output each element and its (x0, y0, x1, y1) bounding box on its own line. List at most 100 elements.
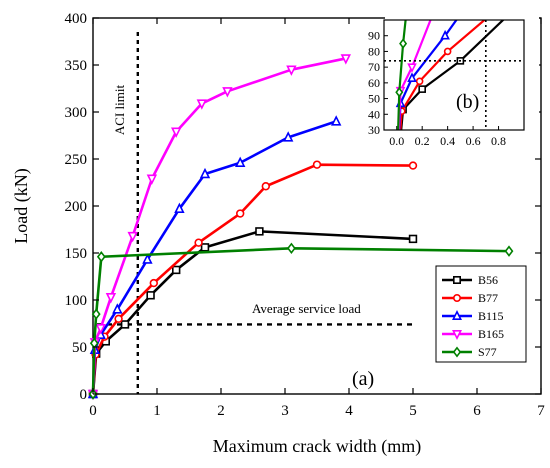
inset-x-tick-label: 0.8 (491, 134, 506, 148)
x-tick-label: 4 (345, 403, 353, 419)
main-series-group (87, 54, 514, 401)
y-tick-label: 200 (65, 199, 88, 215)
legend-swatch-marker (452, 329, 462, 340)
data-point-b56 (172, 265, 181, 275)
legend-item-b115: B115 (442, 309, 504, 323)
inset-data-point-b115 (440, 29, 450, 40)
legend-item-b77: B77 (442, 291, 498, 305)
data-point-b115 (199, 167, 211, 179)
legend-item-b56: B56 (442, 273, 498, 287)
y-tick-label: 350 (65, 58, 88, 74)
inset-data-point-b77 (443, 47, 452, 56)
inset-data-point-b56 (418, 85, 426, 93)
inset-reference-lines (384, 20, 524, 130)
data-point-b115 (331, 115, 342, 126)
inset-y-tick-label: 40 (368, 107, 380, 121)
data-point-b77 (408, 161, 418, 170)
inset-data-point-b77 (415, 77, 424, 86)
legend-box (435, 265, 527, 363)
inset-y-tick-label: 70 (368, 60, 380, 74)
inset-series-line-b115 (398, 20, 458, 130)
inset-x-tick-label: 0.2 (415, 134, 430, 148)
data-point-b77 (114, 314, 123, 323)
data-point-b115 (112, 303, 123, 314)
data-point-b165 (196, 99, 207, 110)
x-tick-label: 5 (409, 403, 417, 419)
y-tick-label: 250 (65, 152, 88, 168)
data-point-b77 (312, 160, 322, 169)
series-line-b77 (91, 163, 414, 395)
data-point-b165 (127, 231, 138, 243)
legend-swatch-marker (452, 310, 462, 321)
data-point-b115 (283, 131, 294, 142)
inset-y-tick-label: 80 (368, 44, 380, 58)
data-point-b115 (174, 202, 185, 214)
legend-item-s77: S77 (442, 345, 497, 359)
panel-a-label: (a) (352, 368, 374, 390)
inset-series-s77 (395, 20, 408, 130)
series-line-b115 (91, 120, 337, 395)
data-point-b77 (261, 182, 270, 191)
legend-label: B56 (478, 273, 498, 287)
y-tick-label: 100 (65, 293, 88, 309)
series-b115 (87, 115, 342, 399)
inset-x-tick-label: 0.0 (389, 134, 404, 148)
data-point-b56 (200, 243, 210, 252)
y-tick-label: 150 (65, 246, 88, 262)
inset-y-tick-label: 30 (368, 123, 380, 137)
series-line-s77 (91, 247, 510, 395)
y-tick-label: 400 (65, 11, 88, 27)
y-tick-label: 0 (80, 387, 88, 403)
data-point-s77 (89, 337, 99, 349)
data-point-s77 (286, 242, 296, 255)
inset-data-point-s77 (395, 86, 404, 98)
inset-data-point-b115 (407, 72, 417, 82)
inset-y-tick-label: 90 (368, 29, 380, 43)
legend-label: S77 (478, 345, 497, 359)
inset-series-line-b165 (397, 20, 432, 130)
x-tick-label: 0 (89, 403, 97, 419)
series-line-b165 (91, 57, 347, 395)
inset-data-point-b165 (407, 63, 417, 73)
x-tick-label: 7 (537, 403, 545, 419)
data-point-b165 (171, 127, 182, 138)
reference-lines (97, 32, 417, 394)
data-point-b56 (146, 291, 155, 300)
data-point-b115 (235, 156, 246, 167)
data-point-b165 (95, 323, 106, 335)
legend-label: B165 (478, 327, 504, 341)
inset-series-line-b77 (399, 20, 487, 130)
data-point-b165 (146, 174, 158, 185)
inset-x-tick-label: 0.6 (466, 134, 481, 148)
inset-series-line-s77 (397, 20, 407, 130)
aci-limit-label: ACI limit (112, 85, 127, 136)
data-point-b56 (255, 227, 264, 236)
data-point-b56 (120, 320, 130, 329)
x-tick-label: 3 (281, 403, 289, 419)
y-tick-label: 50 (72, 340, 87, 356)
y-axis-title: Load (kN) (11, 168, 32, 243)
legend: B56 B77 B115 B165 S77 (435, 265, 527, 363)
legend-swatch-marker (452, 293, 461, 302)
inset-y-tick-label: 50 (368, 92, 380, 106)
data-point-b165 (340, 54, 351, 65)
legend-swatch-marker (452, 275, 461, 284)
data-point-s77 (504, 245, 514, 257)
x-tick-label: 1 (153, 403, 161, 419)
data-point-b56 (408, 234, 418, 244)
legend-item-b165: B165 (442, 327, 504, 341)
data-point-b115 (142, 253, 153, 264)
data-point-s77 (96, 251, 106, 263)
data-point-b165 (105, 292, 117, 304)
legend-swatch-marker (452, 346, 462, 358)
x-axis-title: Maximum crack width (mm) (213, 436, 421, 457)
legend-label: B77 (478, 291, 498, 305)
x-tick-label: 2 (217, 403, 225, 419)
inset-series-line-b56 (400, 20, 505, 130)
inset-data-point-s77 (399, 38, 408, 49)
x-tick-label: 6 (473, 403, 481, 419)
legend-label: B115 (478, 309, 504, 323)
y-tick-label: 300 (65, 105, 88, 121)
